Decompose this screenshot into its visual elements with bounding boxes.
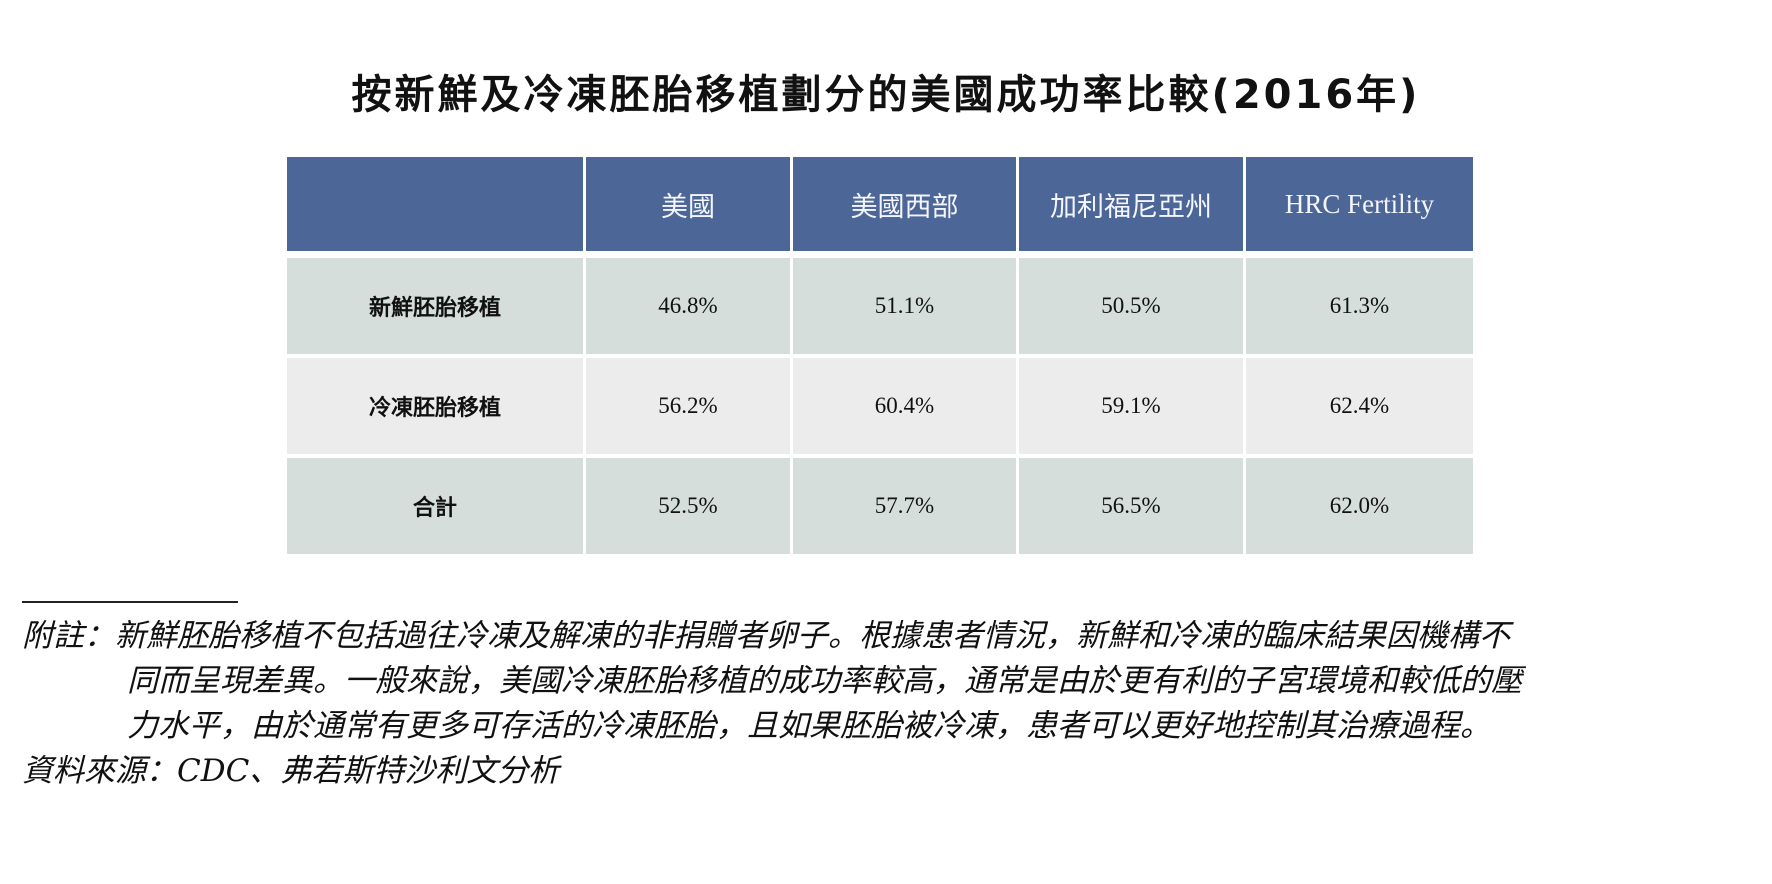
success-rate-table: 美國 美國西部 加利福尼亞州 HRC Fertility 新鮮胚胎移植 46.8… <box>287 157 1473 554</box>
table-cell: 56.5% <box>1019 458 1246 554</box>
table-header-row: 美國 美國西部 加利福尼亞州 HRC Fertility <box>287 157 1473 251</box>
source-note: 資料來源：CDC、弗若斯特沙利文分析 <box>22 753 560 789</box>
table-cell: 46.8% <box>586 258 793 354</box>
header-cell-hrc-fertility: HRC Fertility <box>1246 157 1473 251</box>
header-cell-usa: 美國 <box>586 157 793 251</box>
table-cell: 62.4% <box>1246 358 1473 454</box>
table-cell: 56.2% <box>586 358 793 454</box>
header-cell-western-us: 美國西部 <box>793 157 1019 251</box>
table-cell: 51.1% <box>793 258 1019 354</box>
table-row: 冷凍胚胎移植 56.2% 60.4% 59.1% 62.4% <box>287 358 1473 454</box>
row-label: 合計 <box>287 458 586 554</box>
table-cell: 50.5% <box>1019 258 1246 354</box>
page-title: 按新鮮及冷凍胚胎移植劃分的美國成功率比較(2016年) <box>351 72 1421 118</box>
table-cell: 61.3% <box>1246 258 1473 354</box>
row-label: 新鮮胚胎移植 <box>287 258 586 354</box>
table-cell: 62.0% <box>1246 458 1473 554</box>
header-cell-empty <box>287 157 586 251</box>
footnote-line: 同而呈現差異。一般來說，美國冷凍胚胎移植的成功率較高，通常是由於更有利的子宮環境… <box>127 663 1522 699</box>
table-cell: 52.5% <box>586 458 793 554</box>
footnote-line: 附註：新鮮胚胎移植不包括過往冷凍及解凍的非捐贈者卵子。根據患者情況，新鮮和冷凍的… <box>22 618 1510 654</box>
footnote-line: 力水平，由於通常有更多可存活的冷凍胚胎，且如果胚胎被冷凍，患者可以更好地控制其治… <box>127 708 1491 744</box>
header-cell-california: 加利福尼亞州 <box>1019 157 1246 251</box>
table-cell: 59.1% <box>1019 358 1246 454</box>
footnote-divider <box>22 601 238 603</box>
table-cell: 57.7% <box>793 458 1019 554</box>
table-cell: 60.4% <box>793 358 1019 454</box>
footnote: 附註：新鮮胚胎移植不包括過往冷凍及解凍的非捐贈者卵子。根據患者情況，新鮮和冷凍的… <box>22 614 1762 794</box>
table-row: 新鮮胚胎移植 46.8% 51.1% 50.5% 61.3% <box>287 258 1473 354</box>
row-label: 冷凍胚胎移植 <box>287 358 586 454</box>
table-row: 合計 52.5% 57.7% 56.5% 62.0% <box>287 458 1473 554</box>
